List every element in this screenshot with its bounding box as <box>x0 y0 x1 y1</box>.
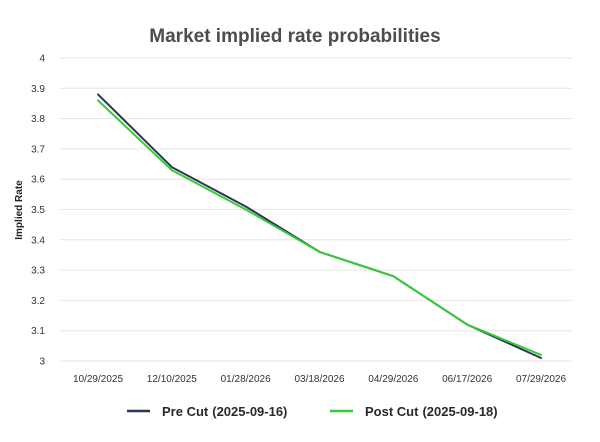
x-tick-label: 10/29/2025 <box>73 374 123 385</box>
y-tick-label: 3.2 <box>31 296 45 307</box>
legend-label: Pre Cut (2025-09-16) <box>162 404 287 419</box>
x-tick-label: 03/18/2026 <box>294 374 344 385</box>
y-tick-label: 3.6 <box>31 175 45 186</box>
legend-series-date: (2025-09-16) <box>212 404 287 419</box>
x-tick-label: 07/29/2026 <box>516 374 566 385</box>
y-tick-label: 3.8 <box>31 114 45 125</box>
y-tick-label: 3.1 <box>31 326 45 337</box>
legend-series-name: Post Cut <box>365 404 419 419</box>
grid-lines <box>60 57 572 362</box>
y-tick-label: 4 <box>39 54 45 65</box>
y-tick-label: 3.5 <box>31 205 45 216</box>
x-tick-labels: 10/29/2025 12/10/2025 01/28/2026 03/18/2026… <box>73 374 566 385</box>
series-line-post-cut <box>97 99 542 356</box>
y-axis-title: Implied Rate <box>14 180 25 240</box>
chart-title: Market implied rate probabilities <box>149 26 440 47</box>
y-tick-labels: 4 3.9 3.8 3.7 3.6 3.5 3.4 3.3 3.2 3.1 3 <box>31 54 45 368</box>
legend: Pre Cut (2025-09-16) Post Cut (2025-09-18) <box>127 404 498 419</box>
legend-series-date: (2025-09-18) <box>422 404 497 419</box>
y-tick-label: 3.7 <box>31 144 45 155</box>
series-line-pre-cut <box>97 93 542 359</box>
x-tick-label: 04/29/2026 <box>368 374 418 385</box>
x-tick-label: 12/10/2025 <box>147 374 197 385</box>
y-tick-label: 3.9 <box>31 84 45 95</box>
y-tick-label: 3 <box>39 357 45 368</box>
x-tick-label: 06/17/2026 <box>442 374 492 385</box>
y-tick-label: 3.3 <box>31 266 45 277</box>
series-lines <box>97 93 542 359</box>
legend-label: Post Cut (2025-09-18) <box>365 404 498 419</box>
y-tick-label: 3.4 <box>31 235 45 246</box>
legend-series-name: Pre Cut <box>162 404 209 419</box>
x-tick-label: 01/28/2026 <box>221 374 271 385</box>
